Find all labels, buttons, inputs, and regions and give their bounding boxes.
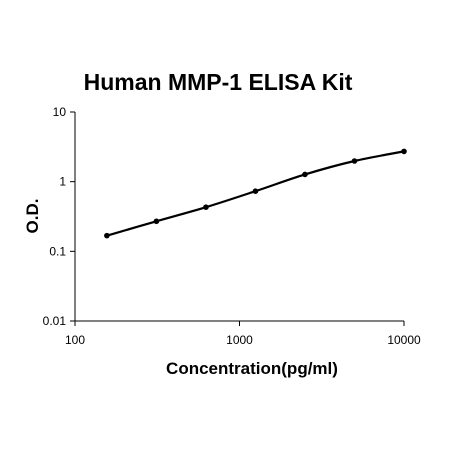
x-axis-ticks: 100 1000 10000 (65, 321, 421, 347)
data-point-marker (153, 218, 160, 225)
x-axis-title: Concentration(pg/ml) (166, 359, 338, 378)
data-point-marker (302, 171, 308, 178)
x-tick-label: 100 (65, 333, 85, 347)
x-tick-label: 10000 (387, 333, 421, 347)
y-tick-label: 10 (53, 105, 67, 119)
data-point-marker (252, 188, 259, 194)
series-layer (104, 148, 407, 239)
data-point-marker (203, 204, 209, 211)
plot-area: 0.01 0.1 1 10 100 1000 10000 (43, 105, 421, 347)
data-point-marker (351, 158, 358, 164)
y-tick-label: 0.01 (43, 314, 67, 328)
y-axis-title: O.D. (23, 199, 42, 234)
y-axis-ticks: 0.01 0.1 1 10 (43, 105, 75, 328)
data-point-marker (104, 232, 110, 239)
chart-title: Human MMP-1 ELISA Kit (84, 69, 353, 95)
data-point-marker (401, 148, 407, 155)
y-tick-label: 0.1 (49, 244, 66, 258)
y-tick-label: 1 (59, 175, 66, 189)
x-tick-label: 1000 (226, 333, 253, 347)
